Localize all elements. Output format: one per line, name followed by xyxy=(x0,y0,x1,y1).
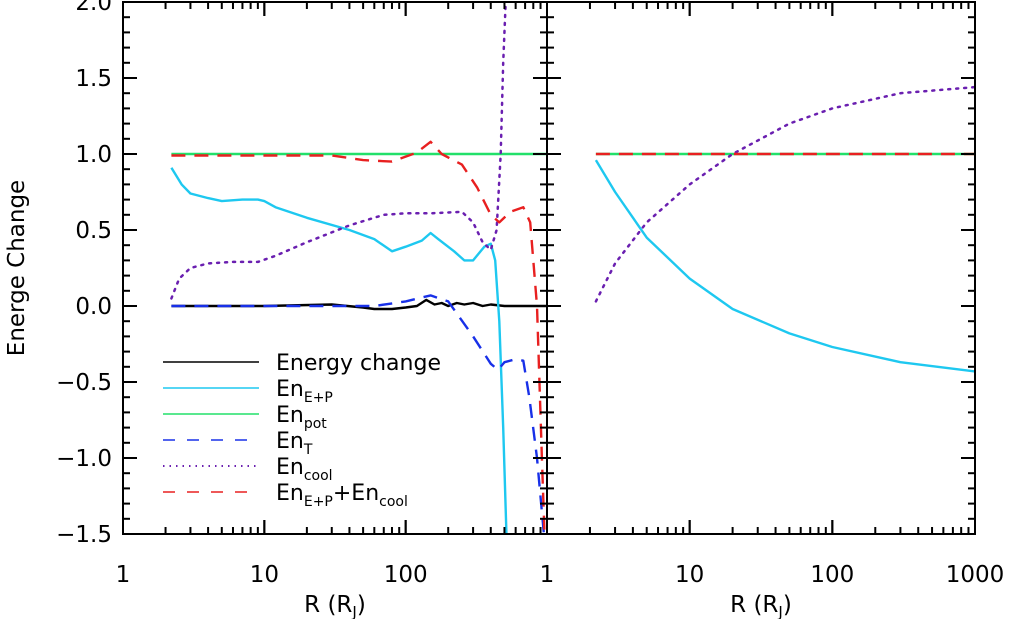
x-tick-label: 10 xyxy=(250,562,279,588)
right-panel: 10 100 1000 R (RJ) xyxy=(546,0,1005,619)
legend-label: Enpot xyxy=(276,403,327,432)
series-line-en-e-p xyxy=(170,167,508,534)
series-line-en-e-p xyxy=(594,159,975,373)
legend-label: EnE+P+Encool xyxy=(276,481,408,510)
legend-label: Encool xyxy=(276,455,333,484)
legend-label: EnT xyxy=(276,429,313,458)
series-line-en-cool xyxy=(170,2,507,300)
left-panel: 1 10 100 1−1.5−1.0−0.50.00.51.01.52.0R (RJ)… xyxy=(4,0,554,619)
plot-frame xyxy=(546,1,976,535)
y-tick-label: −1.0 xyxy=(56,446,112,472)
y-tick-label: 1.0 xyxy=(75,142,112,168)
legend: Energy changeEnE+PEnpotEnTEncoolEnE+P+En… xyxy=(163,351,441,510)
series-line-en-cool xyxy=(594,85,975,303)
x-tick-label: 1000 xyxy=(946,562,1005,588)
y-tick-label: −1.5 xyxy=(56,522,112,548)
series-line-en-e-p-en-cool xyxy=(171,140,546,534)
x-tick-label: 100 xyxy=(810,562,854,588)
y-tick-label: 2.0 xyxy=(75,0,112,16)
series-line-en-t xyxy=(171,294,546,534)
x-tick-label: 100 xyxy=(384,562,428,588)
y-axis-label: Energe Change xyxy=(4,180,30,356)
legend-label: Energy change xyxy=(276,351,441,376)
y-tick-label: 0.0 xyxy=(75,294,112,320)
x-tick-label: 1 xyxy=(540,562,555,588)
y-tick-label: 0.5 xyxy=(75,218,112,244)
plot-frame xyxy=(122,1,548,535)
x-axis-label: R (RJ) xyxy=(304,592,366,619)
y-tick-label: 1.5 xyxy=(75,66,112,92)
x-tick-label: 1 xyxy=(116,562,131,588)
y-tick-label: −0.5 xyxy=(56,370,112,396)
legend-label: EnE+P xyxy=(276,377,333,406)
x-axis-label: R (RJ) xyxy=(730,592,792,619)
series-line-energy-change xyxy=(171,298,547,311)
x-tick-label: 10 xyxy=(675,562,704,588)
